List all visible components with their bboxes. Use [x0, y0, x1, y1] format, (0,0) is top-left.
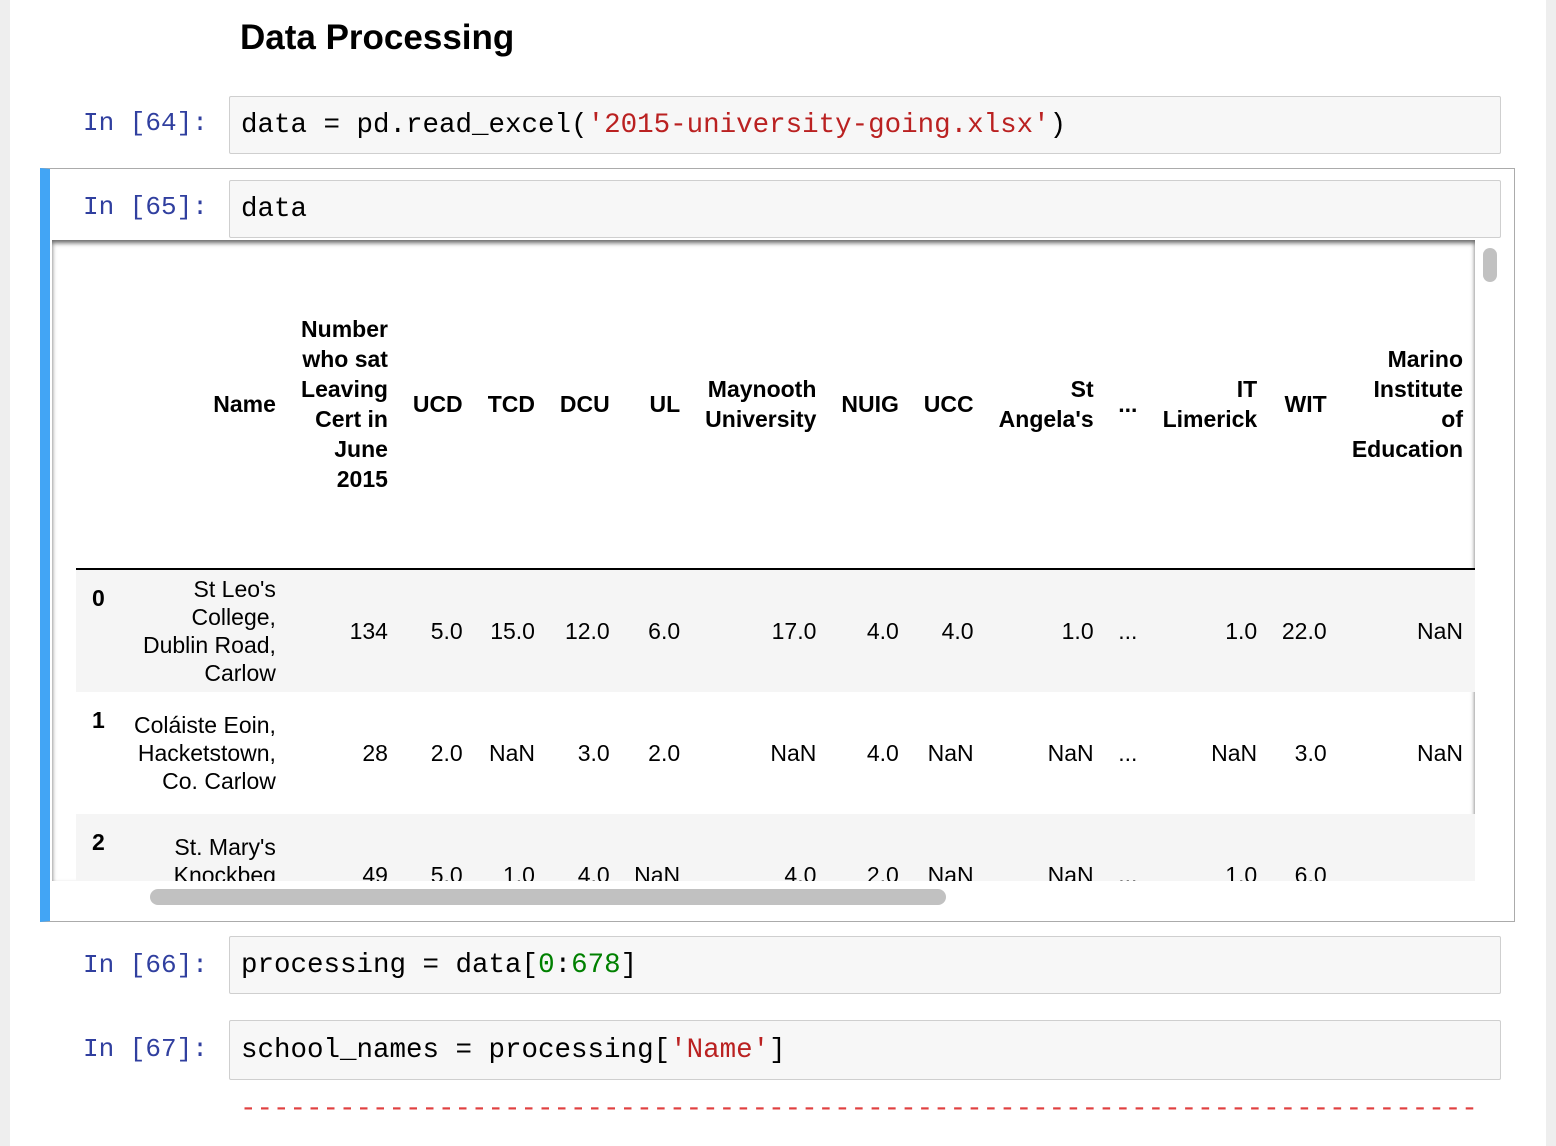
table-row: 1 Coláiste Eoin, Hacketstown, Co. Carlow 2… [76, 692, 1475, 814]
table-cell: 4.0 [577, 862, 610, 881]
error-separator: ----------------------------------------… [240, 1094, 1478, 1125]
table-cell: St. Mary's Knockbeg College, [173, 834, 276, 881]
column-header: Marino Institute of Education [1338, 240, 1475, 570]
table-cell: ... [1118, 618, 1138, 644]
column-header: UL [621, 240, 693, 570]
table-row: 2 St. Mary's Knockbeg College, 49 5.0 1.0 4.0… [76, 814, 1475, 881]
column-header: WIT [1269, 240, 1339, 570]
table-cell: 4.0 [866, 740, 899, 766]
code-input[interactable]: processing = data[0:678] [229, 936, 1501, 994]
table-cell: 4.0 [866, 618, 899, 644]
column-header: Name [120, 240, 288, 570]
code-input[interactable]: school_names = processing['Name'] [229, 1020, 1501, 1080]
table-cell: NaN [488, 740, 535, 766]
prompt: In [64]: [83, 108, 208, 138]
table-cell: NaN [927, 862, 974, 881]
table-cell: 22.0 [1281, 618, 1327, 644]
code-token: ] [620, 949, 638, 981]
column-header: DCU [546, 240, 622, 570]
column-header: St Angela's [985, 240, 1106, 570]
table-cell: 6.0 [648, 618, 681, 644]
table-cell: Coláiste Eoin, Hacketstown, Co. Carlow [134, 712, 276, 794]
table-cell: 4.0 [784, 862, 817, 881]
column-header: IT Limerick [1149, 240, 1270, 570]
code-token: data [241, 193, 308, 225]
vertical-scrollbar[interactable] [1483, 248, 1497, 282]
table-cell: NaN [1047, 740, 1094, 766]
column-header: UCD [399, 240, 475, 570]
table-cell: 3.0 [577, 740, 610, 766]
table-cell: 3.0 [1294, 740, 1327, 766]
code-input[interactable]: data [229, 180, 1501, 238]
column-header: Maynooth University [692, 240, 829, 570]
table-cell: 5.0 [430, 618, 463, 644]
table-cell: 49 [362, 862, 388, 881]
table-cell: 17.0 [771, 618, 817, 644]
column-header: TCD [474, 240, 547, 570]
table-cell: 1.0 [1061, 618, 1094, 644]
table-row: 0 St Leo's College, Dublin Road, Carlow 13… [76, 569, 1475, 692]
table-cell: NaN [1416, 740, 1463, 766]
column-header: NUIG [828, 240, 911, 570]
table-cell: NaN [1211, 740, 1258, 766]
code-token: 0 [538, 949, 555, 981]
prompt: In [67]: [83, 1034, 208, 1064]
table-cell: NaN [1047, 862, 1094, 881]
table-cell: NaN [1416, 618, 1463, 644]
table-cell: 1.0 [1225, 618, 1258, 644]
row-index: 2 [92, 829, 105, 855]
code-token: ) [1049, 109, 1067, 141]
code-token: school_names = processing[ [241, 1034, 671, 1066]
horizontal-scrollbar[interactable] [150, 889, 946, 905]
row-index: 0 [92, 585, 105, 611]
table-cell: 1.0 [1225, 862, 1258, 881]
row-index: 1 [92, 707, 105, 733]
table-cell: 12.0 [564, 618, 610, 644]
column-header: ... [1105, 240, 1150, 570]
table-cell: NaN [927, 740, 974, 766]
code-token: 678 [571, 949, 621, 981]
table-cell: ... [1118, 862, 1138, 881]
column-header: UCC [910, 240, 986, 570]
table-cell: 6.0 [1294, 862, 1327, 881]
code-token: '2015-university-going.xlsx' [587, 109, 1050, 141]
heading: Data Processing [240, 18, 515, 57]
selected-cell[interactable] [40, 168, 1515, 922]
table-cell: 1.0 [502, 862, 535, 881]
column-header: Number who sat Leaving Cert in June 2015 [287, 240, 400, 570]
table-cell: NaN [634, 862, 681, 881]
code-token: processing = data[ [241, 949, 539, 981]
page-edge [1546, 0, 1556, 1146]
code-token: data = pd.read_excel( [241, 109, 588, 141]
table-cell: 15.0 [490, 618, 535, 644]
table-cell: 2.0 [866, 862, 899, 881]
output-area: Name Number who sat Leaving Cert in June … [52, 240, 1475, 881]
code-input[interactable]: data = pd.read_excel('2015-university-go… [229, 96, 1501, 154]
code-token: : [554, 949, 572, 981]
prompt: In [65]: [83, 192, 208, 222]
table-cell: 28 [362, 740, 388, 766]
table-cell: 134 [349, 618, 388, 644]
page-edge [0, 0, 10, 1146]
prompt: In [66]: [83, 950, 208, 980]
table-cell: NaN [770, 740, 817, 766]
index-header [76, 240, 121, 570]
table-cell: 4.0 [941, 618, 974, 644]
dataframe: Name Number who sat Leaving Cert in June … [76, 240, 1475, 881]
table-cell: 5.0 [430, 862, 463, 881]
table-cell: St Leo's College, Dublin Road, Carlow [142, 576, 276, 686]
code-token: 'Name' [670, 1034, 770, 1066]
code-token: ] [769, 1034, 786, 1066]
table-cell [1339, 814, 1475, 881]
table-cell: 2.0 [430, 740, 463, 766]
table-cell: ... [1118, 740, 1138, 766]
table-cell: 2.0 [648, 740, 681, 766]
